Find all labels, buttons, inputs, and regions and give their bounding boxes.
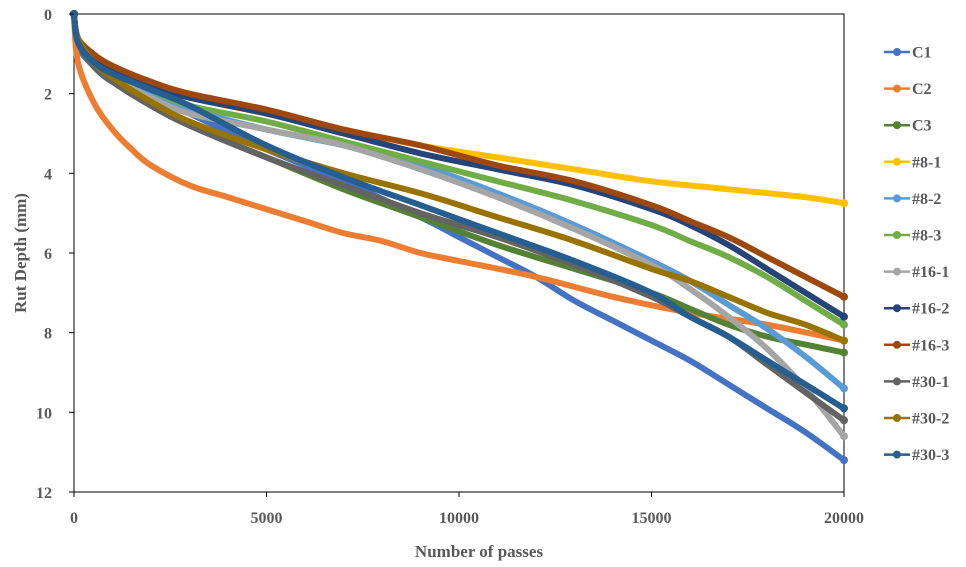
legend-item-c3: C3: [884, 118, 932, 135]
series-layer: [70, 10, 848, 465]
legend-label: #16-2: [912, 301, 949, 318]
series-point: [840, 336, 848, 345]
y-tick-label: 6: [44, 246, 52, 263]
legend-label: #30-2: [912, 411, 949, 428]
y-axis-title: Rut Depth (mm): [11, 193, 30, 313]
legend-label: C3: [912, 118, 932, 135]
legend-marker: [893, 231, 901, 239]
x-tick-label: 20000: [824, 510, 864, 527]
legend-item-302: #30-2: [884, 411, 949, 428]
legend-label: #16-1: [912, 264, 949, 281]
x-axis-ticks: 0 5000 10000 15000 20000: [70, 492, 864, 527]
legend-label: #8-1: [912, 154, 941, 171]
legend-label: C1: [912, 45, 932, 62]
series-line-303: [71, 11, 847, 412]
legend-marker: [893, 450, 901, 459]
y-tick-label: 4: [44, 166, 52, 183]
legend-item-82: #8-2: [884, 191, 941, 208]
y-tick-label: 2: [44, 87, 52, 104]
legend-label: #8-3: [912, 228, 941, 245]
series-303: [70, 10, 848, 413]
legend-marker: [893, 414, 901, 422]
series-point: [840, 456, 848, 465]
legend-marker: [893, 194, 901, 203]
x-axis-title: Number of passes: [415, 542, 544, 561]
legend-item-161: #16-1: [884, 264, 949, 281]
series-line-c2: [71, 11, 847, 344]
legend-item-301: #30-1: [884, 374, 949, 391]
plot-frame: [73, 13, 845, 493]
series-point: [840, 432, 848, 441]
legend-item-83: #8-3: [884, 228, 941, 245]
legend-marker: [893, 84, 901, 93]
legend-marker: [893, 157, 901, 166]
legend-marker: [893, 121, 901, 130]
legend-item-162: #16-2: [884, 301, 949, 318]
x-tick-label: 5000: [251, 510, 283, 527]
series-point: [840, 348, 848, 357]
y-tick-label: 0: [44, 7, 52, 24]
legend-label: #8-2: [912, 191, 941, 208]
legend-item-c2: C2: [884, 81, 932, 98]
legend-marker: [893, 377, 901, 386]
y-tick-label: 8: [44, 326, 52, 343]
legend-marker: [893, 48, 901, 56]
legend-label: #16-3: [912, 337, 949, 354]
series-point: [840, 320, 848, 329]
series-point: [840, 384, 848, 393]
legend-item-c1: C1: [884, 45, 932, 62]
series-point: [840, 312, 848, 321]
series-point: [840, 292, 848, 301]
legend-item-163: #16-3: [884, 337, 949, 354]
series-point: [840, 404, 848, 413]
series-line-163: [71, 11, 847, 300]
series-point: [840, 199, 848, 208]
x-tick-label: 15000: [632, 510, 672, 527]
y-tick-label: 12: [36, 485, 52, 502]
legend-item-81: #8-1: [884, 154, 941, 171]
plot-area: [73, 13, 845, 493]
legend: C1 C2 C3 #8-1 #8-2 #8-3 #16-1 #16-2 #16-3 #30-1 #3…: [884, 45, 949, 464]
legend-label: C2: [912, 81, 932, 98]
series-point: [840, 416, 848, 425]
legend-label: #30-3: [912, 447, 949, 464]
x-tick-label: 10000: [439, 510, 479, 527]
x-tick-label: 0: [70, 510, 78, 527]
legend-label: #30-1: [912, 374, 949, 391]
legend-marker: [893, 304, 901, 313]
legend-marker: [893, 340, 901, 349]
y-axis-ticks: 0 2 4 6 8 10 12: [36, 7, 74, 502]
series-line-162: [71, 11, 847, 320]
legend-item-303: #30-3: [884, 447, 949, 464]
y-tick-label: 10: [36, 405, 52, 422]
legend-marker: [893, 267, 901, 276]
